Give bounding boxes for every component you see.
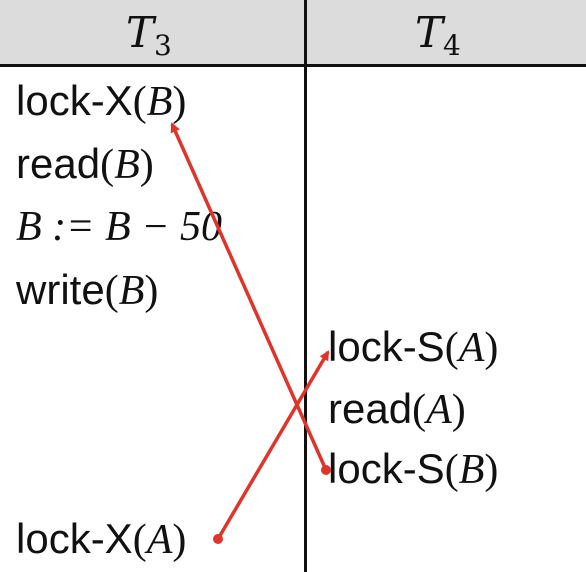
subscript: 4 <box>443 29 461 62</box>
arrow-tail-dot <box>213 534 223 544</box>
column-header-t4: T4 <box>415 8 461 62</box>
subscript: 3 <box>154 29 172 62</box>
table-header <box>0 0 586 66</box>
t3-assign-B: B := B − 50 <box>16 204 222 250</box>
header-divider <box>0 64 586 67</box>
t3-read-B: read(B) <box>16 140 154 188</box>
column-header-t3: T3 <box>126 8 172 62</box>
t4-lock-S-A: lock-S(A) <box>328 323 499 371</box>
t3-write-B: write(B) <box>16 266 159 314</box>
t3-lock-X-A: lock-X(A) <box>16 515 187 563</box>
t3-lock-X-B: lock-X(B) <box>16 77 187 125</box>
arrow-t3-lockX-A-to-t4-lockS-A <box>216 350 330 540</box>
t4-lock-S-B: lock-S(B) <box>328 445 499 493</box>
arrow-t4-lockS-B-to-t3-lockX-B <box>170 122 328 471</box>
column-divider <box>304 0 307 572</box>
t4-read-A: read(A) <box>328 385 466 433</box>
